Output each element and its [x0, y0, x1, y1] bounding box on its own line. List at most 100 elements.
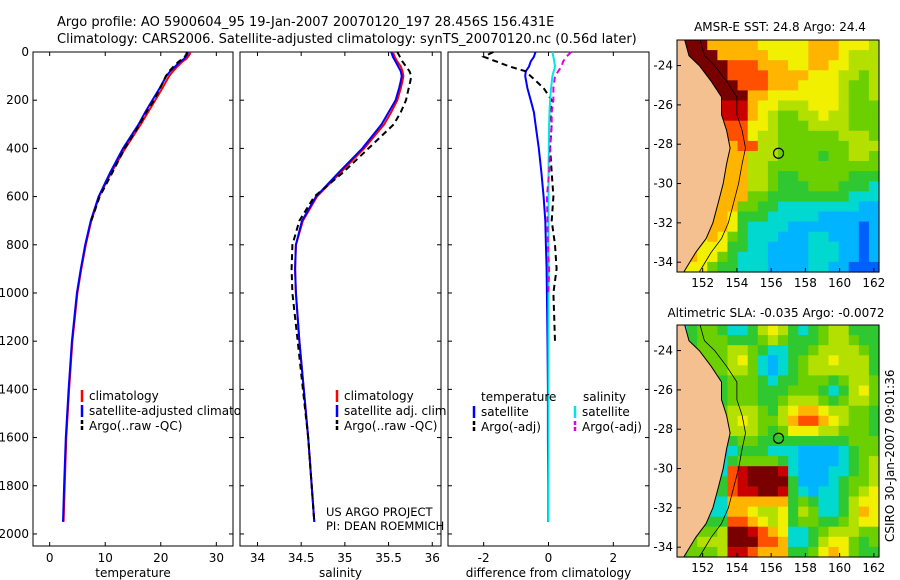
heatmap-cell [788, 506, 799, 518]
heatmap-cell [778, 436, 789, 447]
heatmap-cell [848, 365, 860, 376]
heatmap-cell [788, 425, 799, 437]
heatmap-cell [798, 516, 809, 528]
heatmap-cell [798, 466, 809, 477]
heatmap-cell [818, 241, 830, 253]
heatmap-cell [798, 526, 809, 538]
y-tick-label: -32 [653, 501, 673, 515]
heatmap-cell [848, 355, 860, 366]
heatmap-cell [737, 80, 749, 91]
y-tick-label: -28 [653, 137, 673, 151]
heatmap-cell [858, 120, 870, 132]
heatmap-cell [858, 456, 870, 467]
heatmap-cell [737, 466, 749, 477]
x-tick-label: 20 [153, 551, 168, 565]
heatmap-cell [727, 335, 739, 346]
heatmap-cell [818, 456, 830, 467]
heatmap-cell [788, 536, 799, 548]
heatmap-cell [778, 385, 789, 397]
heatmap-cell [747, 466, 759, 477]
heatmap-cell [737, 456, 749, 467]
heatmap-cell [737, 50, 749, 61]
heatmap-cell [778, 50, 789, 61]
heatmap-cell [727, 211, 739, 223]
heatmap-cell [788, 100, 799, 112]
heatmap-cell [747, 201, 759, 213]
heatmap-cell [757, 231, 769, 243]
heatmap-cell [778, 40, 789, 51]
heatmap-cell [818, 231, 830, 243]
heatmap-cell [818, 425, 830, 437]
heatmap-cell [737, 261, 749, 273]
heatmap-cell [778, 325, 789, 336]
heatmap-cell [828, 221, 840, 233]
heatmap-cell [848, 425, 860, 437]
heatmap-cell [868, 80, 880, 91]
heatmap-cell [717, 526, 729, 538]
heatmap-cell [757, 100, 769, 112]
heatmap-cell [767, 50, 779, 61]
heatmap-cell [767, 325, 779, 336]
x-tick-label: 0 [46, 551, 54, 565]
heatmap-cell [707, 355, 718, 366]
heatmap-cell [778, 80, 789, 91]
heatmap-cell [727, 395, 739, 407]
heatmap-cell [838, 251, 850, 263]
heatmap-cell [858, 171, 870, 182]
heatmap-cell [788, 151, 799, 162]
heatmap-cell [707, 345, 718, 356]
heatmap-cell [757, 241, 769, 253]
heatmap-cell [727, 161, 739, 172]
heatmap-cell [858, 425, 870, 437]
heatmap-cell [858, 211, 870, 223]
heatmap-cell [788, 140, 799, 152]
heatmap-cell [767, 130, 779, 142]
heatmap-cell [767, 476, 779, 487]
heatmap-cell [747, 120, 759, 132]
heatmap-cell [697, 60, 708, 71]
heatmap-cell [838, 50, 850, 61]
heatmap-cell [818, 365, 830, 376]
y-tick-label: 1000 [0, 286, 29, 300]
heatmap-cell [788, 130, 799, 142]
x-tick-label: 160 [828, 561, 851, 575]
heatmap-cell [778, 405, 789, 417]
heatmap-cell [828, 385, 840, 397]
heatmap-cell [757, 375, 769, 387]
heatmap-cell [808, 506, 819, 518]
y-tick-label: 600 [6, 190, 29, 204]
heatmap-cell [788, 436, 799, 447]
heatmap-cell [868, 375, 880, 387]
heatmap-cell [788, 546, 799, 558]
heatmap-cell [767, 335, 779, 346]
heatmap-cell [818, 375, 830, 387]
heatmap-cell [788, 120, 799, 132]
heatmap-cell [868, 100, 880, 112]
heatmap-cell [697, 251, 708, 263]
heatmap-cell [727, 345, 739, 356]
heatmap-cell [868, 151, 880, 162]
heatmap-cell [717, 50, 729, 61]
heatmap-cell [788, 161, 799, 172]
heatmap-cell [747, 395, 759, 407]
y-tick-label: -30 [653, 462, 673, 476]
heatmap-cell [697, 241, 708, 253]
heatmap-cell [788, 251, 799, 263]
heatmap-cell [798, 221, 809, 233]
heatmap-cell [788, 365, 799, 376]
heatmap-cell [868, 140, 880, 152]
heatmap-cell [808, 70, 819, 81]
heatmap-cell [747, 355, 759, 366]
heatmap-cell [727, 425, 739, 437]
heatmap-cell [868, 415, 880, 427]
heatmap-cell [788, 221, 799, 233]
heatmap-cell [828, 456, 840, 467]
heatmap-cell [717, 476, 729, 487]
y-tick-label: 800 [6, 238, 29, 252]
heatmap-cell [778, 231, 789, 243]
heatmap-cell [757, 325, 769, 336]
sst-map-panel: 152 154 156 158 160 162 -24 -26 -28 -30 -32 -34 [653, 39, 885, 290]
heatmap-cell [747, 211, 759, 223]
heatmap-cell [818, 40, 830, 51]
heatmap-cell [848, 70, 860, 81]
